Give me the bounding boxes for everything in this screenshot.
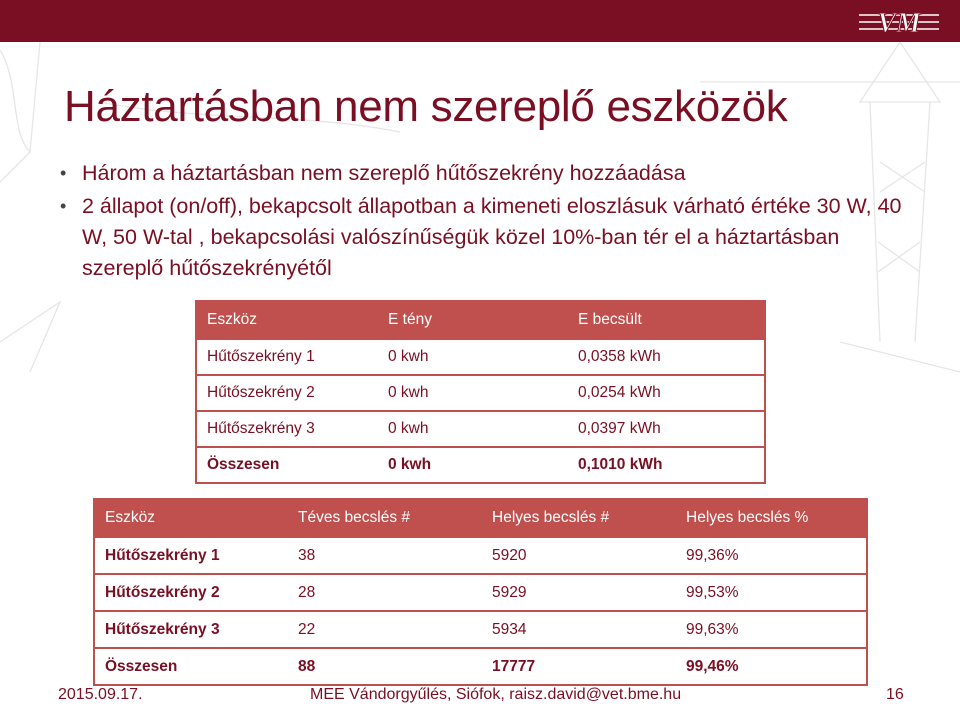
table-cell: Hűtőszekrény 2: [94, 573, 288, 611]
table-cell: 99,53%: [676, 573, 867, 611]
table-row: Hűtőszekrény 2 28 5929 99,53%: [94, 573, 867, 611]
bullet-list: Három a háztartásban nem szereplő hűtősz…: [58, 158, 918, 286]
table-cell: 0 kwh: [378, 446, 568, 483]
table-header-row: Eszköz Téves becslés # Helyes becslés # …: [94, 499, 867, 537]
table-cell: 5934: [482, 610, 676, 648]
header-cell: Téves becslés #: [298, 509, 410, 526]
table-cell: 5920: [482, 536, 676, 574]
table-cell: Hűtőszekrény 3: [196, 410, 378, 447]
table-cell: 5929: [482, 573, 676, 611]
table-header-row: Eszköz E tény E becsült: [196, 301, 765, 339]
table-cell: 99,36%: [676, 536, 867, 574]
table-total-row: Összesen 88 17777 99,46%: [94, 647, 867, 685]
header-cell: E tény: [388, 311, 432, 328]
table-cell: Összesen: [196, 446, 378, 483]
table-cell: 28: [288, 573, 482, 611]
slide-title: Háztartásban nem szereplő eszközök: [64, 82, 788, 131]
table-cell: Hűtőszekrény 2: [196, 374, 378, 411]
table-row: Hűtőszekrény 2 0 kwh 0,0254 kWh: [196, 374, 765, 411]
footer-date: 2015.09.17.: [58, 686, 143, 703]
table-cell: Összesen: [94, 647, 288, 685]
table-cell: 38: [288, 536, 482, 574]
table-cell: 0,0254 kWh: [568, 374, 765, 411]
bullet-item: Három a háztartásban nem szereplő hűtősz…: [58, 158, 918, 189]
header-cell: Helyes becslés %: [686, 509, 809, 526]
logo-text: VM: [877, 8, 922, 39]
table-cell: 99,63%: [676, 610, 867, 648]
vm-logo-icon: VM: [859, 8, 939, 40]
energy-table: Eszköz E tény E becsült Hűtőszekrény 1 0…: [195, 300, 766, 484]
table-cell: 0,0358 kWh: [568, 338, 765, 375]
table-cell: 0 kwh: [378, 374, 568, 411]
table-cell: Hűtőszekrény 3: [94, 610, 288, 648]
footer-event: MEE Vándorgyűlés, Siófok, raisz.david@ve…: [310, 686, 682, 703]
table-cell: Hűtőszekrény 1: [94, 536, 288, 574]
table-row: Hűtőszekrény 1 38 5920 99,36%: [94, 536, 867, 574]
table-cell: 22: [288, 610, 482, 648]
table-cell: 0,0397 kWh: [568, 410, 765, 447]
top-banner: [0, 0, 960, 42]
table-row: Hűtőszekrény 3 22 5934 99,63%: [94, 610, 867, 648]
accuracy-table: Eszköz Téves becslés # Helyes becslés # …: [93, 498, 868, 686]
page-number: 16: [886, 686, 904, 703]
header-cell: E becsült: [578, 311, 642, 328]
header-cell: Helyes becslés #: [492, 509, 610, 526]
bullet-item: 2 állapot (on/off), bekapcsolt állapotba…: [58, 191, 918, 284]
table-cell: 88: [288, 647, 482, 685]
table-cell: 0 kwh: [378, 410, 568, 447]
table-cell: 99,46%: [676, 647, 867, 685]
table-row: Hűtőszekrény 1 0 kwh 0,0358 kWh: [196, 338, 765, 375]
table-cell: 17777: [482, 647, 676, 685]
table-row: Hűtőszekrény 3 0 kwh 0,0397 kWh: [196, 410, 765, 447]
table-total-row: Összesen 0 kwh 0,1010 kWh: [196, 446, 765, 483]
header-cell: Eszköz: [207, 311, 257, 328]
header-cell: Eszköz: [105, 509, 155, 526]
table-cell: 0 kwh: [378, 338, 568, 375]
table-cell: 0,1010 kWh: [568, 446, 765, 483]
table-cell: Hűtőszekrény 1: [196, 338, 378, 375]
